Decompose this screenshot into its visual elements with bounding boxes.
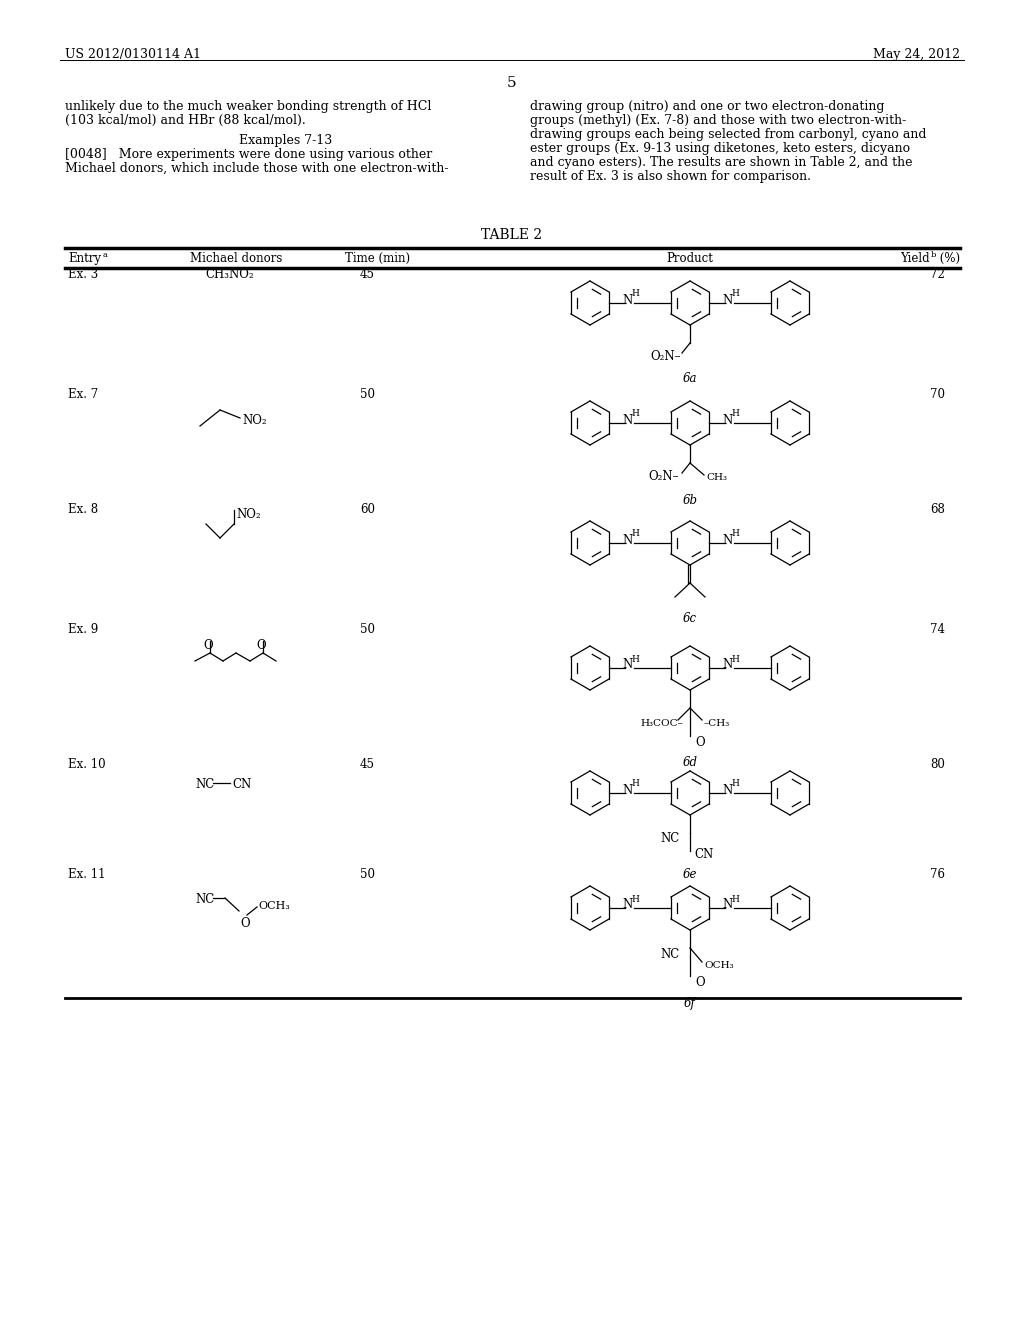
- Text: OCH₃: OCH₃: [258, 902, 290, 911]
- Text: H: H: [631, 289, 639, 298]
- Text: 50: 50: [360, 869, 375, 880]
- Text: Entry: Entry: [68, 252, 101, 265]
- Text: b: b: [931, 251, 936, 259]
- Text: 6f: 6f: [684, 997, 696, 1010]
- Text: OCH₃: OCH₃: [705, 961, 733, 970]
- Text: TABLE 2: TABLE 2: [481, 228, 543, 242]
- Text: H: H: [731, 289, 739, 298]
- Text: H: H: [731, 895, 739, 903]
- Text: Michael donors, which include those with one electron-with-: Michael donors, which include those with…: [65, 162, 449, 176]
- Text: 70: 70: [930, 388, 945, 401]
- Text: N: N: [722, 413, 732, 426]
- Text: 6d: 6d: [683, 756, 697, 770]
- Text: May 24, 2012: May 24, 2012: [873, 48, 961, 61]
- Text: and cyano esters). The results are shown in Table 2, and the: and cyano esters). The results are shown…: [530, 156, 912, 169]
- Text: N: N: [622, 533, 632, 546]
- Text: 76: 76: [930, 869, 945, 880]
- Text: O: O: [240, 917, 250, 931]
- Text: N: N: [622, 784, 632, 796]
- Text: O: O: [203, 639, 213, 652]
- Text: (%): (%): [936, 252, 961, 265]
- Text: Michael donors: Michael donors: [190, 252, 283, 265]
- Text: H: H: [731, 409, 739, 418]
- Text: N: N: [622, 899, 632, 912]
- Text: 74: 74: [930, 623, 945, 636]
- Text: Yield: Yield: [900, 252, 930, 265]
- Text: Ex. 8: Ex. 8: [68, 503, 98, 516]
- Text: (103 kcal/mol) and HBr (88 kcal/mol).: (103 kcal/mol) and HBr (88 kcal/mol).: [65, 114, 306, 127]
- Text: H: H: [631, 780, 639, 788]
- Text: drawing groups each being selected from carbonyl, cyano and: drawing groups each being selected from …: [530, 128, 927, 141]
- Text: ester groups (Ex. 9-13 using diketones, keto esters, dicyano: ester groups (Ex. 9-13 using diketones, …: [530, 143, 910, 154]
- Text: NO₂: NO₂: [236, 508, 261, 521]
- Text: N: N: [722, 293, 732, 306]
- Text: 6a: 6a: [683, 371, 697, 384]
- Text: unlikely due to the much weaker bonding strength of HCl: unlikely due to the much weaker bonding …: [65, 100, 431, 114]
- Text: N: N: [722, 899, 732, 912]
- Text: drawing group (nitro) and one or two electron-donating: drawing group (nitro) and one or two ele…: [530, 100, 885, 114]
- Text: 68: 68: [930, 503, 945, 516]
- Text: 72: 72: [930, 268, 945, 281]
- Text: 5: 5: [507, 77, 517, 90]
- Text: H: H: [731, 780, 739, 788]
- Text: CN: CN: [694, 849, 714, 862]
- Text: O: O: [256, 639, 266, 652]
- Text: H₃COC–: H₃COC–: [640, 719, 683, 729]
- Text: NC: NC: [195, 777, 214, 791]
- Text: CH₃NO₂: CH₃NO₂: [205, 268, 254, 281]
- Text: N: N: [722, 784, 732, 796]
- Text: N: N: [622, 293, 632, 306]
- Text: Ex. 7: Ex. 7: [68, 388, 98, 401]
- Text: H: H: [631, 529, 639, 539]
- Text: Ex. 9: Ex. 9: [68, 623, 98, 636]
- Text: H: H: [631, 895, 639, 903]
- Text: Ex. 11: Ex. 11: [68, 869, 105, 880]
- Text: 6c: 6c: [683, 611, 697, 624]
- Text: N: N: [722, 533, 732, 546]
- Text: H: H: [731, 529, 739, 539]
- Text: 45: 45: [360, 268, 375, 281]
- Text: 6e: 6e: [683, 869, 697, 882]
- Text: NC: NC: [660, 833, 680, 846]
- Text: groups (methyl) (Ex. 7-8) and those with two electron-with-: groups (methyl) (Ex. 7-8) and those with…: [530, 114, 906, 127]
- Text: US 2012/0130114 A1: US 2012/0130114 A1: [65, 48, 201, 61]
- Text: 6b: 6b: [683, 495, 697, 507]
- Text: 50: 50: [360, 388, 375, 401]
- Text: 50: 50: [360, 623, 375, 636]
- Text: Examples 7-13: Examples 7-13: [240, 135, 333, 147]
- Text: NC: NC: [660, 948, 680, 961]
- Text: O₂N–: O₂N–: [650, 351, 681, 363]
- Text: H: H: [631, 655, 639, 664]
- Text: O: O: [695, 977, 705, 990]
- Text: N: N: [622, 413, 632, 426]
- Text: Time (min): Time (min): [345, 252, 411, 265]
- Text: NO₂: NO₂: [242, 413, 266, 426]
- Text: –CH₃: –CH₃: [705, 719, 730, 729]
- Text: Ex. 10: Ex. 10: [68, 758, 105, 771]
- Text: N: N: [722, 659, 732, 672]
- Text: result of Ex. 3 is also shown for comparison.: result of Ex. 3 is also shown for compar…: [530, 170, 811, 183]
- Text: H: H: [631, 409, 639, 418]
- Text: O: O: [695, 737, 705, 750]
- Text: 60: 60: [360, 503, 375, 516]
- Text: 45: 45: [360, 758, 375, 771]
- Text: O₂N–: O₂N–: [648, 470, 679, 483]
- Text: N: N: [622, 659, 632, 672]
- Text: NC: NC: [195, 894, 214, 906]
- Text: H: H: [731, 655, 739, 664]
- Text: Ex. 3: Ex. 3: [68, 268, 98, 281]
- Text: CH₃: CH₃: [706, 474, 727, 483]
- Text: Product: Product: [667, 252, 714, 265]
- Text: a: a: [103, 251, 108, 259]
- Text: 80: 80: [930, 758, 945, 771]
- Text: [0048]   More experiments were done using various other: [0048] More experiments were done using …: [65, 148, 432, 161]
- Text: CN: CN: [232, 777, 251, 791]
